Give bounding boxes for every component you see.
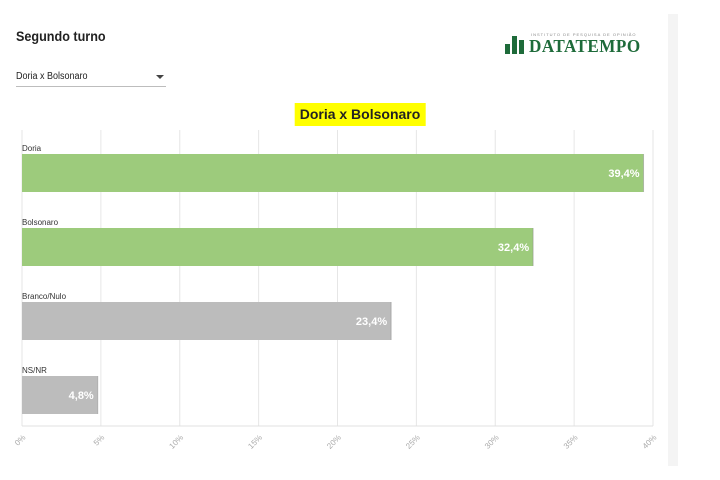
- bar[interactable]: [22, 376, 98, 414]
- bar-value-label: 32,4%: [498, 242, 529, 254]
- x-tick-label: 5%: [92, 433, 107, 448]
- bar-value-label: 23,4%: [356, 316, 387, 328]
- panel-shadow: [668, 14, 678, 466]
- x-tick-label: 30%: [483, 433, 501, 451]
- bar[interactable]: [22, 302, 392, 340]
- chart-title: Doria x Bolsonaro: [294, 103, 426, 126]
- bar-chart-logo-icon: [505, 36, 525, 54]
- x-tick-label: 35%: [562, 433, 580, 451]
- bar[interactable]: [22, 154, 644, 192]
- category-label: Bolsonaro: [22, 218, 59, 227]
- x-tick-label: 10%: [167, 433, 185, 451]
- logo-wordmark: DATATEMPO: [529, 36, 641, 56]
- x-tick-label: 15%: [246, 433, 264, 451]
- bar-value-label: 4,8%: [69, 390, 94, 402]
- logo-tagline: INSTITUTO DE PESQUISA DE OPINIÃO: [531, 32, 637, 37]
- x-tick-label: 40%: [641, 433, 659, 451]
- datatempo-logo: INSTITUTO DE PESQUISA DE OPINIÃO DATATEM…: [505, 30, 655, 58]
- comparison-dropdown[interactable]: Doria x Bolsonaro: [16, 68, 166, 87]
- x-tick-label: 25%: [404, 433, 422, 451]
- x-tick-label: 20%: [325, 433, 343, 451]
- bar[interactable]: [22, 228, 534, 266]
- x-tick-label: 0%: [13, 433, 28, 448]
- page-title: Segundo turno: [16, 28, 106, 44]
- bar-value-label: 39,4%: [608, 168, 639, 180]
- caret-down-icon[interactable]: [156, 75, 164, 79]
- dropdown-selected-value: Doria x Bolsonaro: [16, 71, 88, 82]
- category-label: Branco/Nulo: [22, 292, 67, 301]
- category-label: NS/NR: [22, 366, 47, 375]
- category-label: Doria: [22, 144, 42, 153]
